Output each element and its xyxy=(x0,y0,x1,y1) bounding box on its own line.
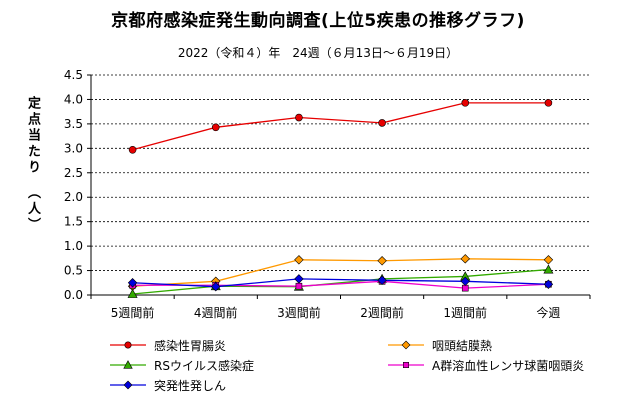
x-tick-label: 4週間前 xyxy=(194,305,238,320)
legend-swatch xyxy=(388,340,424,350)
series-2 xyxy=(127,264,554,298)
series-line xyxy=(132,280,549,289)
data-point xyxy=(211,281,221,292)
legend-item: RSウイルス感染症 xyxy=(108,356,254,374)
legend-swatch xyxy=(110,380,146,390)
data-point xyxy=(460,254,470,264)
y-tick-label: 2.0 xyxy=(64,190,83,204)
data-point xyxy=(402,361,409,369)
y-tick-label: 0.5 xyxy=(64,264,83,278)
x-tick-label: 3週間前 xyxy=(277,305,321,320)
legend-swatch xyxy=(110,341,146,349)
y-tick-label: 2.5 xyxy=(64,166,83,180)
data-point xyxy=(124,341,132,349)
data-point xyxy=(544,99,553,107)
legend-item: 感染性胃腸炎 xyxy=(108,336,226,354)
y-tick-label: 3.5 xyxy=(64,117,83,131)
x-tick-label: 1週間前 xyxy=(443,305,487,320)
series-4 xyxy=(127,274,554,292)
x-tick-label: 2週間前 xyxy=(360,305,404,320)
data-point xyxy=(294,274,304,284)
data-point xyxy=(543,264,554,274)
legend-item: 咽頭結膜熱 xyxy=(386,336,492,354)
x-tick-label: 5週間前 xyxy=(111,305,155,320)
chart-title: 京都府感染症発生動向調査(上位5疾患の推移グラフ) xyxy=(111,11,525,31)
data-point xyxy=(377,275,387,286)
data-point xyxy=(378,119,386,127)
y-tick-label: 1.5 xyxy=(64,215,83,229)
series-line xyxy=(132,102,549,151)
legend-label: 咽頭結膜熱 xyxy=(432,338,493,353)
series-line xyxy=(132,268,549,295)
data-point xyxy=(127,278,138,288)
data-point xyxy=(543,255,554,265)
legend-label: RSウイルス感染症 xyxy=(154,358,254,373)
y-tick-labels: 0.0 0.5 1.0 1.5 2.0 2.5 3.0 3.5 4.0 4.5 xyxy=(64,68,83,302)
series-0 xyxy=(128,99,553,154)
legend-label: 突発性発しん xyxy=(154,378,227,393)
data-point xyxy=(123,360,133,369)
data-point xyxy=(123,380,133,390)
legend-swatch xyxy=(110,360,146,369)
y-tick-label: 4.5 xyxy=(64,68,83,82)
x-tick-label: 今週 xyxy=(536,305,560,320)
y-tick-label: 0.0 xyxy=(64,288,83,302)
legend-item: A群溶血性レンサ球菌咽頭炎 xyxy=(386,356,584,374)
data-point xyxy=(211,123,220,132)
legend: 感染性胃腸炎 咽頭結膜熱 RSウイルス感染症 A群溶血性レンサ球菌咽頭炎突発性発しん xyxy=(108,336,608,406)
axes xyxy=(87,74,591,299)
data-point xyxy=(294,255,304,265)
data-point xyxy=(401,340,411,350)
y-tick-label: 3.0 xyxy=(64,141,83,155)
data-point xyxy=(460,276,470,287)
data-point xyxy=(377,256,387,266)
data-point xyxy=(127,288,138,298)
y-axis-label: 定点当たり （人） xyxy=(25,96,40,234)
data-point xyxy=(295,113,303,122)
data-point xyxy=(461,284,469,292)
y-tick-label: 4.0 xyxy=(64,92,83,106)
legend-swatch xyxy=(388,361,424,369)
legend-item: 突発性発しん xyxy=(108,376,226,394)
series-line xyxy=(132,278,549,288)
legend-label: 感染性胃腸炎 xyxy=(154,338,227,353)
legend-label: A群溶血性レンサ球菌咽頭炎 xyxy=(432,358,585,373)
series-line xyxy=(132,258,549,287)
y-tick-label: 1.0 xyxy=(64,239,83,253)
series-lines xyxy=(127,99,554,298)
data-point xyxy=(543,279,554,289)
chart-subtitle: 2022（令和４）年 24週（６月13日～６月19日） xyxy=(177,46,459,60)
data-point xyxy=(295,282,303,290)
grid-lines xyxy=(91,74,590,271)
x-tick-labels: 5週間前 4週間前 3週間前 2週間前 1週間前 今週 xyxy=(111,305,561,320)
data-point xyxy=(128,146,137,154)
data-point xyxy=(461,99,470,107)
